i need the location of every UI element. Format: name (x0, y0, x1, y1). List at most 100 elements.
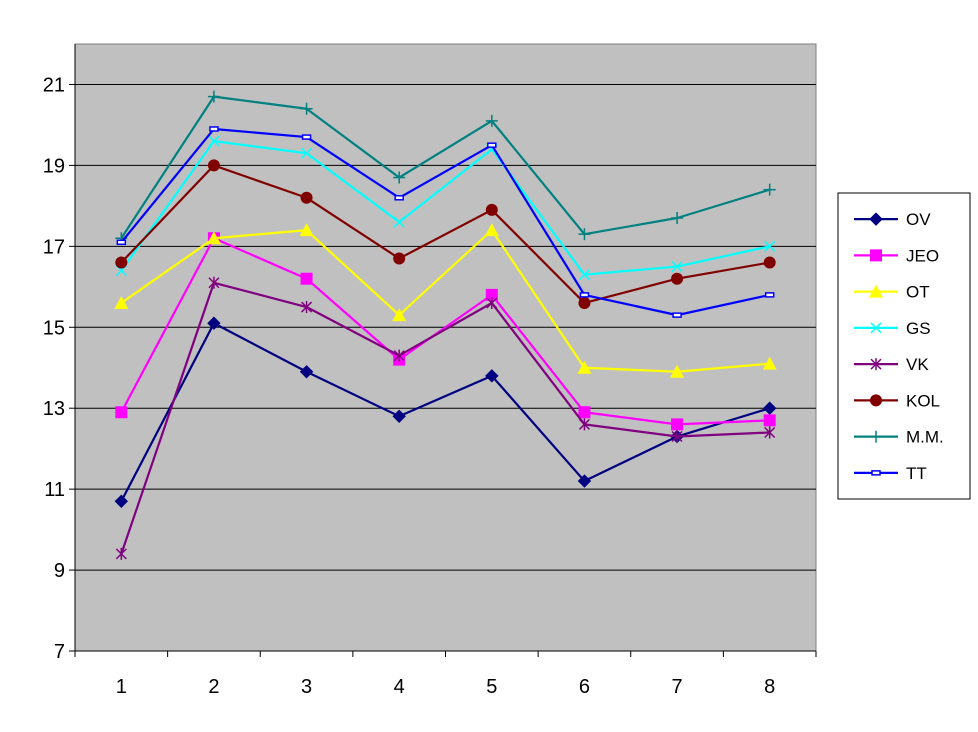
x-tick-label: 2 (208, 676, 219, 698)
point-jeo-marker (671, 418, 684, 431)
series-line-ov (120, 322, 771, 502)
series-kol (115, 159, 776, 309)
point-ov-marker (392, 409, 406, 424)
point-ot-marker (206, 231, 221, 245)
point-ot-marker (484, 223, 499, 237)
point-vk-marker (115, 547, 127, 560)
series-line-jeo (120, 237, 770, 426)
legend-vk-marker (870, 358, 882, 371)
y-tick-label: 9 (54, 560, 65, 582)
point-jeo-marker (300, 272, 313, 285)
point-jeo-marker (763, 414, 776, 427)
point-gs-marker (393, 216, 405, 228)
y-tick-label: 7 (54, 641, 65, 663)
legend-label: M.M. (906, 428, 944, 447)
point-gs-marker (301, 147, 313, 159)
x-tick-label: 1 (116, 676, 127, 698)
point-tt-marker (116, 239, 127, 246)
point-vk-marker (671, 430, 683, 443)
y-tick-label: 21 (43, 74, 65, 96)
x-tick-label: 7 (672, 676, 683, 698)
point-tt-marker (487, 142, 497, 148)
point-ov-marker (299, 365, 314, 379)
x-tick-label: 8 (764, 676, 775, 698)
legend-ov-marker (869, 212, 883, 226)
point-kol-marker (671, 272, 684, 285)
plot-area (74, 43, 817, 652)
point-kol-marker (115, 256, 128, 269)
legend-item-kol: KOL (854, 391, 940, 410)
legend-item-gs: GS (854, 319, 931, 338)
point-m-m-marker (485, 114, 498, 127)
legend-label: GS (906, 319, 931, 338)
series-tt (116, 126, 775, 318)
point-ot-marker (762, 356, 777, 370)
legend: OV JEO OT GS VK KOL M.M. TT (837, 192, 971, 500)
legend-label: KOL (906, 391, 940, 410)
series-group (114, 90, 777, 560)
legend-tt-marker (871, 470, 881, 476)
point-kol-marker (578, 296, 591, 309)
legend-item-tt: TT (854, 464, 927, 483)
point-gs-marker (671, 261, 683, 273)
point-kol-marker (485, 203, 498, 216)
legend-kol-marker (870, 394, 882, 407)
point-ot-marker (114, 295, 129, 309)
y-tick-label: 11 (44, 479, 65, 501)
point-tt-marker (764, 292, 775, 298)
legend-box (837, 192, 971, 500)
point-vk-marker (578, 418, 590, 431)
point-ov-marker (207, 316, 221, 330)
point-gs-marker (208, 135, 220, 147)
series-jeo (115, 232, 776, 431)
point-vk-marker (208, 276, 220, 289)
x-tick-label: 5 (486, 676, 497, 698)
legend-gs-marker (870, 322, 882, 334)
point-kol-marker (763, 256, 776, 269)
series-vk (115, 276, 776, 560)
y-tick-label: 13 (43, 398, 65, 420)
point-jeo-marker (578, 406, 591, 419)
x-tick-label: 6 (579, 676, 590, 698)
legend-label: JEO (906, 246, 939, 265)
point-ov-marker (577, 474, 592, 488)
series-ov (114, 316, 777, 508)
y-tick-label: 15 (43, 317, 65, 339)
point-m-m-marker (671, 212, 684, 225)
point-kol-marker (393, 252, 406, 265)
point-m-m-marker (763, 183, 776, 196)
point-ot-marker (299, 223, 314, 237)
point-jeo-marker (485, 288, 498, 301)
point-tt-marker (301, 134, 312, 140)
legend-jeo-marker (870, 249, 882, 262)
legend-ot-marker (869, 284, 883, 298)
point-tt-marker (672, 312, 682, 318)
legend-item-vk: VK (854, 355, 929, 374)
point-ov-marker (114, 494, 129, 508)
legend-label: OV (906, 210, 931, 229)
point-kol-marker (207, 159, 220, 172)
point-tt-marker (579, 292, 590, 298)
legend-label: VK (906, 355, 929, 374)
legend-item-ot: OT (854, 283, 930, 302)
point-kol-marker (300, 191, 313, 204)
point-tt-marker (394, 195, 404, 201)
point-m-m-marker (578, 228, 591, 241)
series-line-kol (120, 164, 770, 305)
series-line-vk (120, 281, 770, 555)
x-tick-label: 4 (394, 676, 405, 698)
series-line-gs (120, 140, 770, 276)
point-gs-marker (764, 240, 776, 252)
point-m-m-marker (393, 171, 406, 184)
y-tick-label: 17 (43, 236, 65, 258)
x-tick-label: 3 (301, 676, 312, 698)
series-ot (114, 223, 777, 378)
point-jeo-marker (115, 406, 128, 419)
legend-m-m-marker (870, 430, 882, 443)
legend-item-ov: OV (854, 210, 931, 229)
series-line-tt (120, 127, 770, 317)
point-vk-marker (393, 349, 405, 362)
